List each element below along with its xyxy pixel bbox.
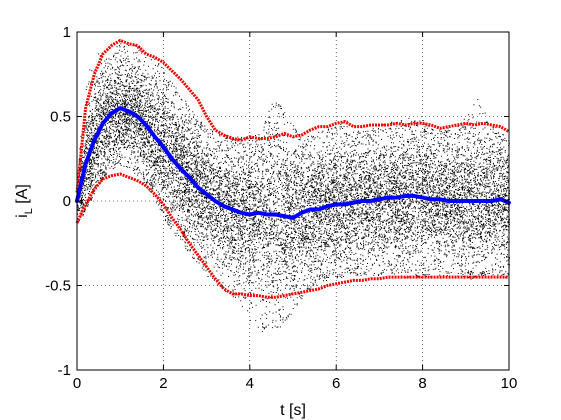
y-axis-label: iL [A] xyxy=(14,184,35,218)
mean-line xyxy=(75,106,511,220)
mean-line-group xyxy=(75,106,511,220)
x-axis-label-group: t [s] xyxy=(280,402,306,419)
x-tick-label: 10 xyxy=(501,375,518,392)
sample-cloud xyxy=(77,43,510,333)
bound-lines xyxy=(75,38,510,299)
y-axis-label-group: iL [A] xyxy=(14,184,35,218)
x-tick-label: 6 xyxy=(332,375,340,392)
y-tick-label: -1 xyxy=(58,362,71,379)
sample-points xyxy=(77,43,510,333)
x-tick-label: 2 xyxy=(159,375,167,392)
x-tick-label: 4 xyxy=(246,375,254,392)
upper-bound-line xyxy=(75,38,510,193)
y-tick-label: 0 xyxy=(63,193,71,210)
lower-bound-line xyxy=(75,172,509,299)
x-tick-label: 0 xyxy=(73,375,81,392)
y-tick-label: 1 xyxy=(63,24,71,41)
axis-ticks: 0 2 4 6 8 10 -1 -0.5 0 0.5 1 xyxy=(45,24,517,392)
x-tick-label: 8 xyxy=(418,375,426,392)
x-axis-label: t [s] xyxy=(280,402,306,419)
y-tick-label: 0.5 xyxy=(50,109,71,126)
y-tick-label: -0.5 xyxy=(45,278,71,295)
